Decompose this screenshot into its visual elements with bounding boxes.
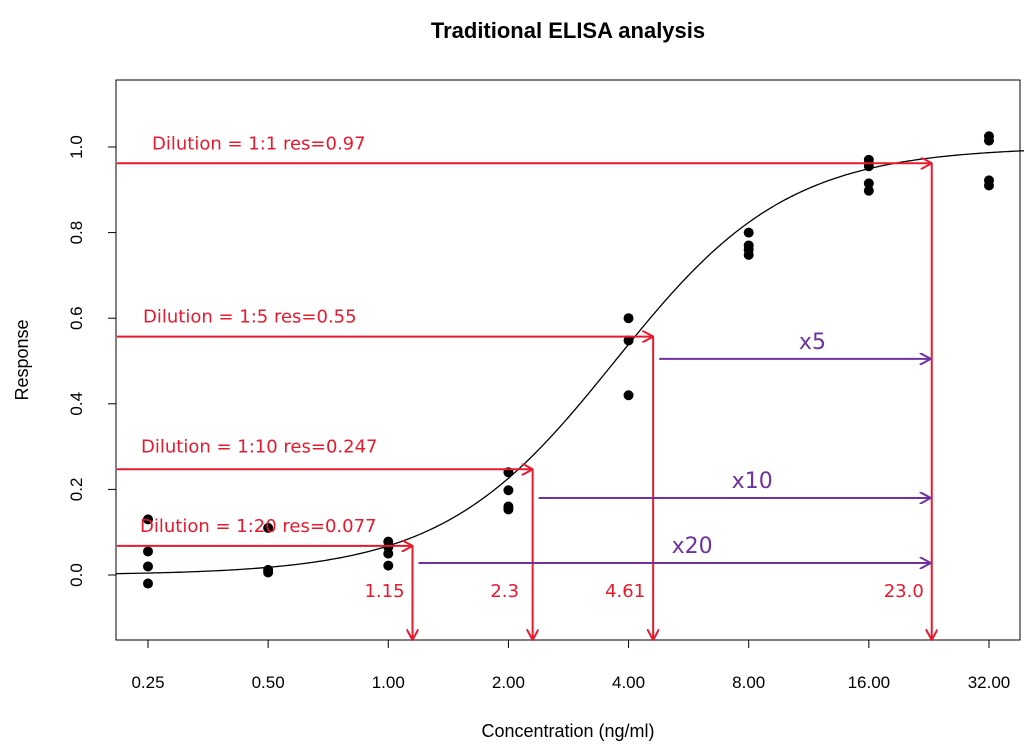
chart-title: Traditional ELISA analysis <box>431 18 705 43</box>
x-tick-label: 1.00 <box>372 673 405 692</box>
data-point <box>503 485 514 496</box>
data-points-layer <box>143 131 994 589</box>
data-point <box>383 560 394 571</box>
data-point <box>263 567 274 578</box>
x-tick-label: 32.00 <box>968 673 1011 692</box>
data-point <box>623 390 634 401</box>
data-point <box>383 548 394 559</box>
x-tick-label: 0.25 <box>131 673 164 692</box>
x-axis: 0.25 0.50 1.00 2.00 4.00 8.00 16.00 32.00 <box>131 640 1010 692</box>
x-tick-label: 16.00 <box>848 673 891 692</box>
dilution-label: Dilution = 1:5 res=0.55 <box>143 307 357 328</box>
data-point <box>863 185 874 196</box>
x-tick-label: 8.00 <box>732 673 765 692</box>
dilution-label: Dilution = 1:10 res=0.247 <box>141 436 378 457</box>
y-tick-label: 0.8 <box>67 221 86 245</box>
y-tick-label: 0.6 <box>67 306 86 330</box>
multiplier-label: x20 <box>672 534 713 559</box>
data-point <box>143 546 153 557</box>
y-tick-label: 0.0 <box>67 563 86 587</box>
y-tick-label: 0.4 <box>67 392 86 416</box>
concentration-value-label: 23.0 <box>884 581 924 602</box>
annotations-layer: Dilution = 1:1 res=0.97 Dilution = 1:5 re… <box>117 133 932 639</box>
data-point <box>623 313 634 324</box>
data-point <box>863 178 874 189</box>
x-axis-label: Concentration (ng/ml) <box>481 721 654 741</box>
concentration-value-label: 4.61 <box>605 581 645 602</box>
data-point <box>263 522 274 533</box>
y-tick-label: 1.0 <box>67 135 86 159</box>
fitted-curve-layer <box>115 150 1024 575</box>
y-axis-label: Response <box>12 319 32 400</box>
data-point <box>503 504 514 515</box>
fitted-curve <box>115 150 1024 575</box>
data-point <box>143 561 153 572</box>
multiplier-label: x10 <box>732 469 773 494</box>
dilution-label: Dilution = 1:1 res=0.97 <box>152 133 366 154</box>
plot-frame <box>115 79 1021 641</box>
y-axis: 0.0 0.2 0.4 0.6 0.8 1.0 <box>67 135 116 587</box>
data-point <box>743 249 754 260</box>
y-tick-label: 0.2 <box>67 478 86 502</box>
concentration-value-label: 2.3 <box>490 581 519 602</box>
data-point <box>143 514 153 525</box>
x-tick-label: 2.00 <box>492 673 525 692</box>
data-point <box>143 578 153 589</box>
data-point <box>743 227 754 238</box>
multiplier-label: x5 <box>799 330 826 355</box>
x-tick-label: 4.00 <box>612 673 645 692</box>
concentration-value-label: 1.15 <box>364 581 404 602</box>
data-point <box>983 135 994 146</box>
x-tick-label: 0.50 <box>252 673 285 692</box>
data-point <box>983 180 994 191</box>
dilution-label: Dilution = 1:20 res=0.077 <box>140 516 377 537</box>
data-point <box>623 335 634 346</box>
